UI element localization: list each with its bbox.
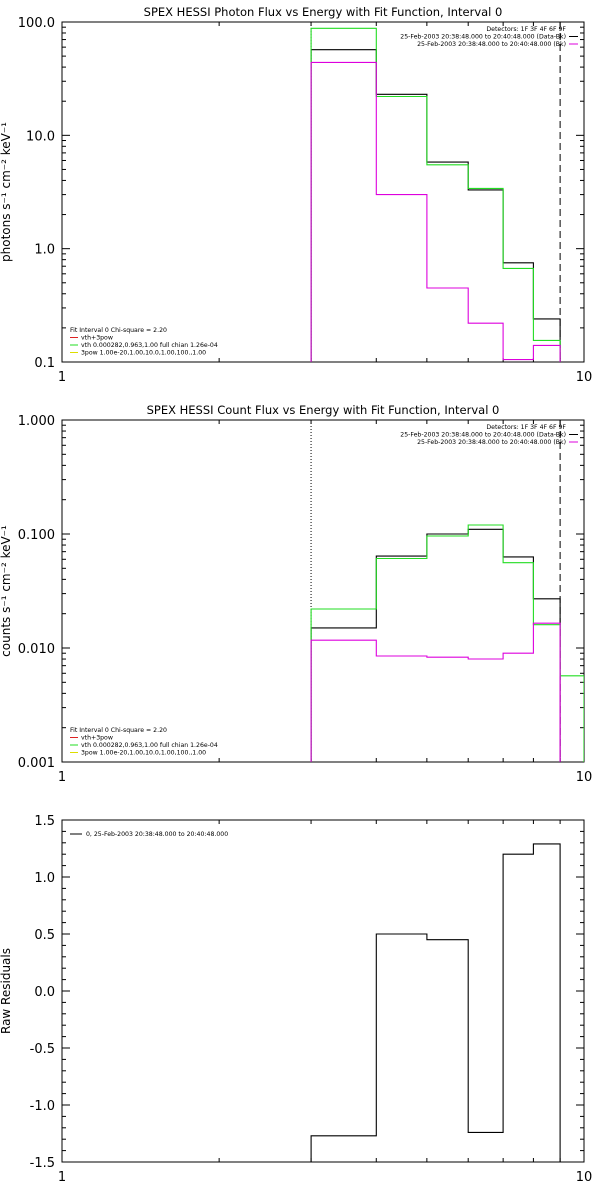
plot-frame-0	[61, 21, 585, 363]
y-tick-label-2: 1.5	[34, 814, 55, 829]
y-tick-label-1: 0.001	[18, 756, 55, 771]
legend-left-entry-0: 3pow 1.00e-20,1.00,10.0,1.00,100.,1.00	[81, 350, 206, 357]
y-tick-label-2: 1.0	[34, 871, 55, 886]
y-axis-label-0: photons s⁻¹ cm⁻² keV⁻¹	[0, 122, 13, 262]
legend-right-entry-0: 25-Feb-2003 20:38:48.000 to 20:40:48.000…	[417, 41, 566, 48]
chart-title-0: SPEX HESSI Photon Flux vs Energy with Fi…	[144, 5, 503, 19]
y-tick-label-2: -1.0	[30, 1099, 55, 1114]
legend-right-entry-1: Detectors: 1F 3F 4F 6F 9F	[486, 424, 566, 431]
legend-left-entry-0: vth+3pow	[81, 335, 113, 342]
legend-left-entry-1: vth+3pow	[81, 735, 113, 742]
x-tick-label-1: 10	[576, 770, 593, 785]
series-group-0	[310, 27, 561, 362]
series-line-1-2	[310, 622, 561, 762]
y-axis-label-2: Raw Residuals	[0, 948, 13, 1034]
series-line-1-1	[310, 524, 584, 762]
x-tick-label-0: 10	[576, 370, 593, 385]
series-line-1-0	[310, 528, 561, 762]
series-line-0-1	[310, 27, 561, 362]
y-tick-label-0: 100.0	[18, 16, 55, 31]
legend-left-entry-1: 3pow 1.00e-20,1.00,10.0,1.00,100.,1.00	[81, 750, 206, 757]
y-tick-label-2: -1.5	[30, 1156, 55, 1171]
x-tick-label-2: 1	[58, 1170, 66, 1185]
y-tick-label-0: 1.0	[34, 243, 55, 258]
y-tick-label-2: 0.0	[34, 985, 55, 1000]
y-tick-label-2: -0.5	[30, 1042, 55, 1057]
y-tick-label-1: 0.100	[18, 528, 55, 543]
legend-left-entry-2: 0, 25-Feb-2003 20:38:48.000 to 20:40:48.…	[86, 831, 228, 838]
y-tick-label-1: 0.010	[18, 642, 55, 657]
series-line-2-0	[310, 843, 561, 1162]
y-axis-label-1: counts s⁻¹ cm⁻² keV⁻¹	[0, 525, 13, 657]
legend-left-entry-1: Fit Interval 0 Chi-square = 2.20	[70, 727, 167, 734]
legend-left-entry-0: vth 0.000282,0.963,1.00 full chian 1.26e…	[81, 342, 218, 349]
legend-right-entry-1: 25-Feb-2003 20:38:48.000 to 20:40:48.000…	[417, 439, 566, 446]
legend-left-entry-1: vth 0.000282,0.963,1.00 full chian 1.26e…	[81, 742, 218, 749]
series-group-1	[310, 524, 584, 762]
legend-right-entry-1: 25-Feb-2003 20:38:48.000 to 20:40:48.000…	[400, 432, 566, 439]
series-line-0-0	[310, 49, 561, 362]
legend-right-entry-0: Detectors: 1F 3F 4F 6F 9F	[486, 26, 566, 33]
x-tick-label-2: 10	[576, 1170, 593, 1185]
legend-left-entry-0: Fit Interval 0 Chi-square = 2.20	[70, 327, 167, 334]
x-tick-label-0: 1	[58, 370, 66, 385]
x-tick-label-1: 1	[58, 770, 66, 785]
y-tick-label-0: 0.1	[34, 356, 55, 371]
y-tick-label-1: 1.000	[18, 414, 55, 429]
chart-title-1: SPEX HESSI Count Flux vs Energy with Fit…	[147, 403, 500, 417]
plot-frame-1	[61, 419, 585, 763]
series-group-2	[310, 843, 561, 1162]
legend-right-entry-0: 25-Feb-2003 20:38:48.000 to 20:40:48.000…	[400, 34, 566, 41]
y-tick-label-0: 10.0	[26, 129, 55, 144]
series-line-0-2	[310, 61, 561, 362]
y-tick-label-2: 0.5	[34, 928, 55, 943]
plot-frame-2	[61, 819, 585, 1163]
